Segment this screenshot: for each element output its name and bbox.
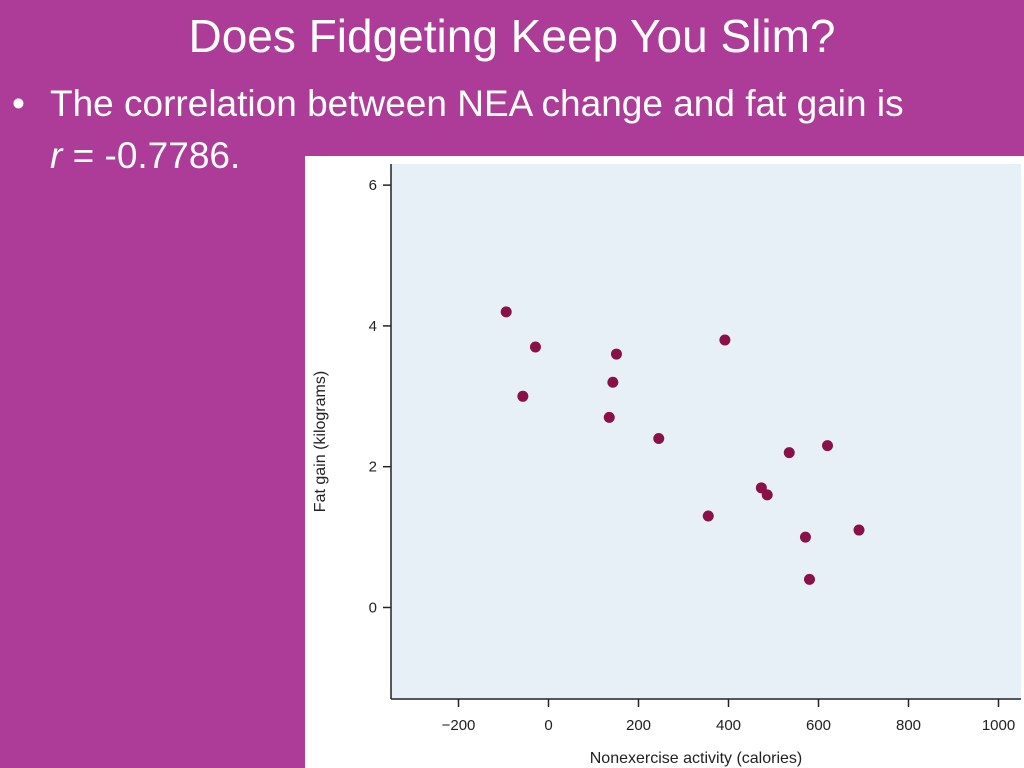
data-point — [853, 524, 865, 536]
x-tick-label: 800 — [896, 717, 921, 734]
y-tick-label: 2 — [369, 459, 377, 476]
data-point — [610, 348, 622, 360]
slide-title: Does Fidgeting Keep You Slim? — [188, 10, 836, 62]
x-tick-label: 400 — [716, 717, 741, 734]
x-tick-label: 200 — [626, 717, 651, 734]
plot-area — [391, 164, 1021, 699]
y-tick-label: 4 — [369, 318, 377, 335]
data-point — [500, 306, 512, 318]
x-tick-label: 1000 — [982, 717, 1015, 734]
x-axis: −200 0 200 400 600 800 1000 — [391, 698, 1021, 734]
bullet-text: The correlation between NEA change and f… — [50, 83, 904, 124]
data-point — [719, 334, 731, 346]
x-axis-title: Nonexercise activity (calories) — [590, 750, 803, 767]
y-axis: 0 2 4 6 — [369, 164, 392, 699]
data-point — [517, 390, 529, 402]
data-points — [500, 306, 865, 585]
data-point — [783, 447, 795, 459]
data-point — [529, 341, 541, 353]
data-point — [653, 433, 665, 445]
x-tick-label: 600 — [806, 717, 831, 734]
x-tick-label: 0 — [544, 717, 552, 734]
r-symbol: r — [50, 135, 63, 176]
y-tick-label: 0 — [369, 599, 377, 616]
bullet-point: • The correlation between NEA change and … — [12, 78, 1012, 182]
data-point — [603, 411, 615, 423]
data-point — [822, 440, 833, 452]
data-point — [761, 489, 773, 501]
r-value: = -0.7786. — [62, 135, 241, 176]
bullet-line-1: • The correlation between NEA change and … — [12, 78, 1012, 130]
data-point — [799, 531, 811, 543]
scatter-chart: −200 0 200 400 600 800 1000 0 2 4 6 Nonexercise a… — [312, 164, 1021, 767]
y-axis-title: Fat gain (kilograms) — [312, 371, 329, 512]
bullet-line-2: r = -0.7786. — [12, 130, 1012, 182]
x-tick-label: −200 — [442, 717, 476, 734]
y-tick-label: 6 — [369, 177, 377, 194]
chart-panel: −200 0 200 400 600 800 1000 0 2 4 6 Nonexercise a… — [305, 156, 1024, 768]
data-point — [804, 573, 815, 585]
data-point — [607, 376, 619, 388]
bullet-icon: • — [12, 83, 25, 124]
data-point — [702, 510, 714, 522]
